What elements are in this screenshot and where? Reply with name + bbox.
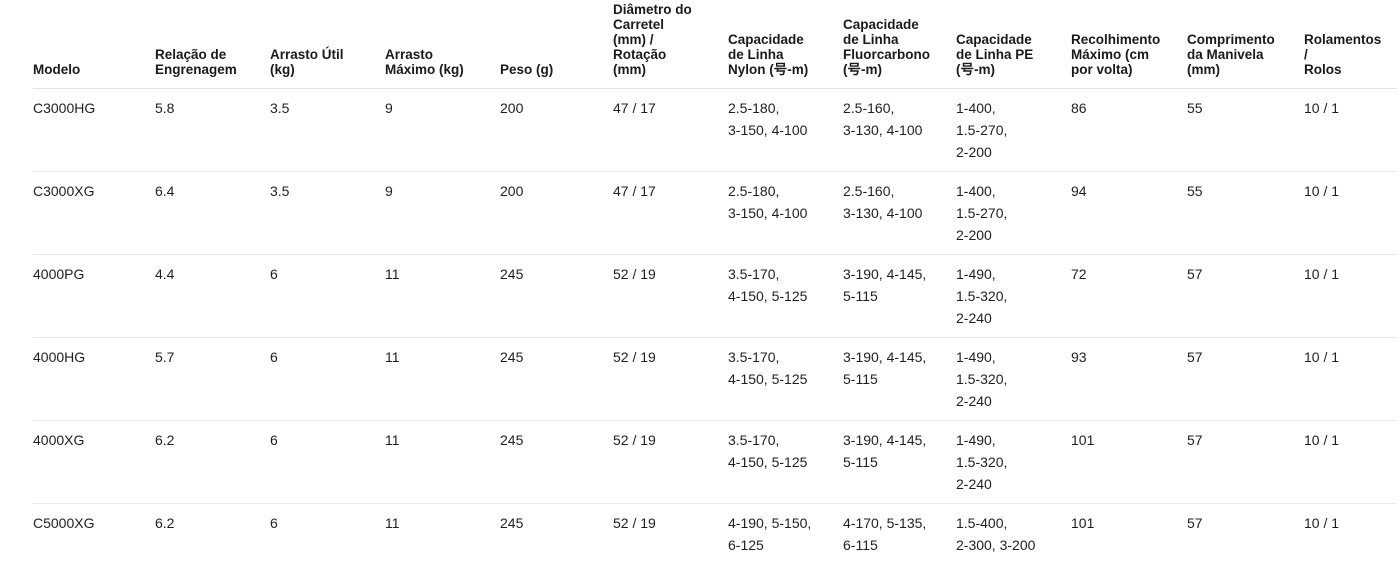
- spec-cell: 245: [500, 255, 613, 338]
- spec-cell: 10 / 1: [1304, 421, 1397, 504]
- model-cell: 4000XG: [33, 421, 155, 504]
- spec-cell: 9: [385, 172, 500, 255]
- spec-cell: 6: [270, 421, 385, 504]
- spec-cell: 3.5: [270, 89, 385, 172]
- column-header: Arrasto Útil (kg): [270, 0, 385, 89]
- spec-cell: 200: [500, 89, 613, 172]
- spec-cell: 101: [1071, 515, 1095, 531]
- spec-cell: 2.5-180, 3-150, 4-100: [728, 172, 843, 255]
- reel-spec-table: Modelo Relação de Engrenagem Arrasto Útil …: [33, 0, 1397, 587]
- spec-cell: 11: [385, 338, 500, 421]
- spec-cell: 9: [385, 89, 500, 172]
- spec-cell: 3.5-170, 4-150, 5-125: [728, 255, 843, 338]
- spec-cell: 6.4: [155, 172, 270, 255]
- spec-cell: 57: [1187, 421, 1304, 504]
- column-header: Comprimento da Manivela (mm): [1187, 0, 1304, 89]
- spec-cell: 4-190, 5-150, 6-125: [728, 515, 812, 553]
- spec-cell: 1.5-400, 2-300, 3-200: [956, 515, 1036, 553]
- spec-cell: 3-190, 4-145, 5-115: [843, 255, 956, 338]
- spec-cell: 1-490, 1.5-320, 2-240: [956, 421, 1071, 504]
- spec-cell: 4.4: [155, 255, 270, 338]
- spec-cell: 57: [1187, 515, 1203, 531]
- spec-cell: 3-190, 4-145, 5-115: [843, 338, 956, 421]
- column-header: Arrasto Máximo (kg): [385, 0, 500, 89]
- column-header: Diâmetro do Carretel (mm) / Rotação (mm): [613, 0, 728, 89]
- spec-cell: 6: [270, 338, 385, 421]
- table-row: 4000XG 6.2 6 11 245 52 / 19 3.5-170, 4-150, 5-…: [33, 421, 1397, 504]
- spec-cell: 4-170, 5-135, 6-115: [843, 515, 927, 553]
- spec-cell: 72: [1071, 255, 1187, 338]
- spec-cell: 52 / 19: [613, 421, 728, 504]
- column-header: Capacidade de Linha PE (号-m): [956, 0, 1071, 89]
- model-cell: C5000XG: [33, 515, 95, 531]
- spec-cell: 3-190, 4-145, 5-115: [843, 421, 956, 504]
- column-header: Recolhimento Máximo (cm por volta): [1071, 0, 1187, 89]
- spec-cell: 3.5: [270, 172, 385, 255]
- spec-cell: 11: [385, 255, 500, 338]
- spec-cell: 5.8: [155, 89, 270, 172]
- spec-cell: 2.5-180, 3-150, 4-100: [728, 89, 843, 172]
- table-row: 4000PG 4.4 6 11 245 52 / 19 3.5-170, 4-150, 5-…: [33, 255, 1397, 338]
- spec-cell: 10 / 1: [1304, 255, 1397, 338]
- spec-cell: 55: [1187, 89, 1304, 172]
- spec-cell: 2.5-160, 3-130, 4-100: [843, 172, 956, 255]
- spec-cell: 6.2: [155, 421, 270, 504]
- spec-cell: 10 / 1: [1304, 89, 1397, 172]
- model-cell: C3000HG: [33, 89, 155, 172]
- spec-cell: 1-400, 1.5-270, 2-200: [956, 89, 1071, 172]
- spec-cell: 55: [1187, 172, 1304, 255]
- column-header: Peso (g): [500, 0, 613, 89]
- spec-cell: 10 / 1: [1304, 338, 1397, 421]
- column-header: Capacidade de Linha Nylon (号-m): [728, 0, 843, 89]
- table-row: C3000HG 5.8 3.5 9 200 47 / 17 2.5-180, 3-150, …: [33, 89, 1397, 172]
- column-header: Relação de Engrenagem: [155, 0, 270, 89]
- spec-cell: 1-490, 1.5-320, 2-240: [956, 338, 1071, 421]
- table-row: C5000XG 6.2 6 11 245 52 / 19 4-190, 5-150, 6-1…: [33, 504, 1397, 587]
- spec-cell: 52 / 19: [613, 338, 728, 421]
- spec-cell: 52 / 19: [613, 255, 728, 338]
- spec-cell: 3.5-170, 4-150, 5-125: [728, 421, 843, 504]
- spec-cell: 245: [500, 421, 613, 504]
- spec-cell: 57: [1187, 338, 1304, 421]
- spec-cell: 6: [270, 255, 385, 338]
- spec-cell: 6: [270, 515, 278, 531]
- spec-cell: 1-490, 1.5-320, 2-240: [956, 255, 1071, 338]
- spec-cell: 52 / 19: [613, 515, 656, 531]
- spec-cell: 11: [385, 421, 500, 504]
- spec-cell: 3.5-170, 4-150, 5-125: [728, 338, 843, 421]
- spec-cell: 11: [385, 515, 400, 531]
- spec-cell: 57: [1187, 255, 1304, 338]
- spec-cell: 245: [500, 338, 613, 421]
- spec-cell: 10 / 1: [1304, 172, 1397, 255]
- spec-cell: 86: [1071, 89, 1187, 172]
- spec-cell: 101: [1071, 421, 1187, 504]
- spec-cell: 47 / 17: [613, 89, 728, 172]
- table-row: 4000HG 5.7 6 11 245 52 / 19 3.5-170, 4-150, 5-…: [33, 338, 1397, 421]
- spec-cell: 6.2: [155, 515, 175, 531]
- column-header: Capacidade de Linha Fluorcarbono (号-m): [843, 0, 956, 89]
- reel-spec-table-section: Modelo Relação de Engrenagem Arrasto Útil …: [33, 0, 1397, 587]
- model-cell: C3000XG: [33, 172, 155, 255]
- header-row: Modelo Relação de Engrenagem Arrasto Útil …: [33, 0, 1397, 89]
- spec-cell: 47 / 17: [613, 172, 728, 255]
- spec-cell: 94: [1071, 172, 1187, 255]
- spec-cell: 245: [500, 515, 524, 531]
- model-cell: 4000HG: [33, 338, 155, 421]
- spec-cell: 93: [1071, 338, 1187, 421]
- spec-cell: 200: [500, 172, 613, 255]
- model-cell: 4000PG: [33, 255, 155, 338]
- column-header: Modelo: [33, 0, 155, 89]
- spec-cell: 10 / 1: [1304, 515, 1340, 531]
- spec-cell: 1-400, 1.5-270, 2-200: [956, 172, 1071, 255]
- table-row: C3000XG 6.4 3.5 9 200 47 / 17 2.5-180, 3-150, …: [33, 172, 1397, 255]
- spec-cell: 5.7: [155, 338, 270, 421]
- spec-cell: 2.5-160, 3-130, 4-100: [843, 89, 956, 172]
- column-header: Rolamentos / Rolos: [1304, 0, 1397, 89]
